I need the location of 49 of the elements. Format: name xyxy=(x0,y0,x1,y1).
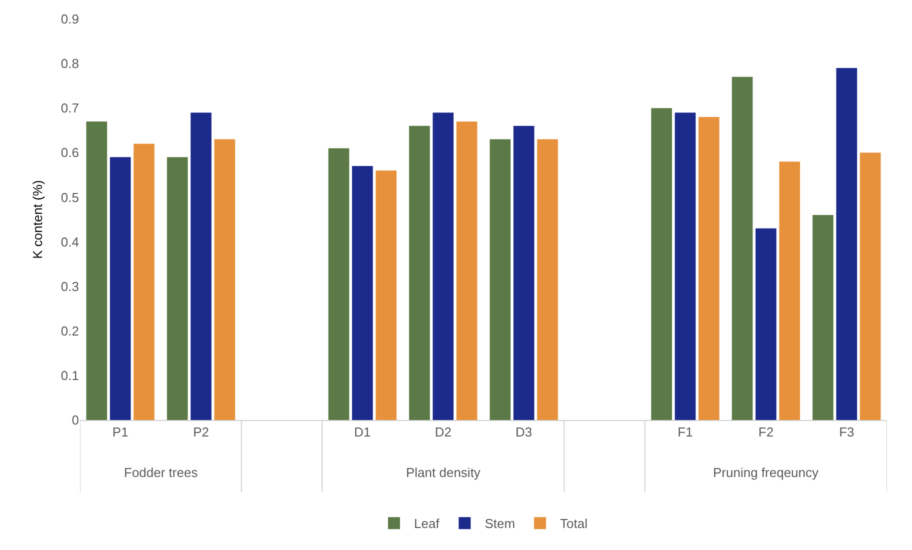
bar xyxy=(513,126,534,420)
y-tick-label: 0.6 xyxy=(60,145,79,160)
bar xyxy=(812,215,834,420)
text: Fodder trees xyxy=(124,465,198,480)
y-tick-label: 0.9 xyxy=(60,12,79,27)
bar xyxy=(328,148,350,420)
y-tick-label: 0.2 xyxy=(60,323,79,338)
bar xyxy=(432,112,454,420)
x-tick-label: D3 xyxy=(516,424,532,440)
x-tick-label: D2 xyxy=(434,424,452,440)
y-tick-label: 0.8 xyxy=(60,56,79,72)
text: Plant density xyxy=(406,465,481,480)
legend-label: Leaf xyxy=(414,516,440,532)
bar xyxy=(376,170,397,420)
x-tick-label: D1 xyxy=(354,424,371,440)
bar xyxy=(674,112,696,420)
bar xyxy=(537,139,558,420)
bar xyxy=(352,166,373,420)
y-tick-label: 0 xyxy=(72,412,79,428)
y-axis-title: K content (%) xyxy=(30,180,45,259)
y-tick-label: 0.4 xyxy=(60,234,79,250)
legend-label: Total xyxy=(560,516,588,532)
y-tick-label: 0.5 xyxy=(60,190,79,205)
y-tick-label: 0.1 xyxy=(60,368,79,383)
bar xyxy=(110,157,131,420)
bar xyxy=(698,117,720,420)
bar xyxy=(490,139,511,420)
y-tick-label: 0.3 xyxy=(60,278,79,294)
bar xyxy=(86,121,108,420)
x-tick-label: F2 xyxy=(758,424,774,440)
x-tick-label: P1 xyxy=(112,424,128,440)
bar xyxy=(214,139,236,420)
bar xyxy=(836,68,858,420)
bar xyxy=(456,121,478,420)
legend-label: Stem xyxy=(484,516,516,532)
bar xyxy=(779,162,800,420)
bar xyxy=(756,228,776,420)
x-tick-label: F1 xyxy=(678,424,693,440)
bar xyxy=(409,126,430,420)
bar xyxy=(166,157,188,420)
x-tick-label: P2 xyxy=(193,424,210,440)
y-tick-label: 0.7 xyxy=(60,100,79,116)
text: Pruning freqeuncy xyxy=(713,465,820,480)
bar xyxy=(732,76,753,420)
bar xyxy=(651,108,672,420)
bar xyxy=(190,112,212,420)
bar xyxy=(860,152,881,420)
bar xyxy=(134,144,154,420)
x-tick-label: F3 xyxy=(839,424,854,440)
